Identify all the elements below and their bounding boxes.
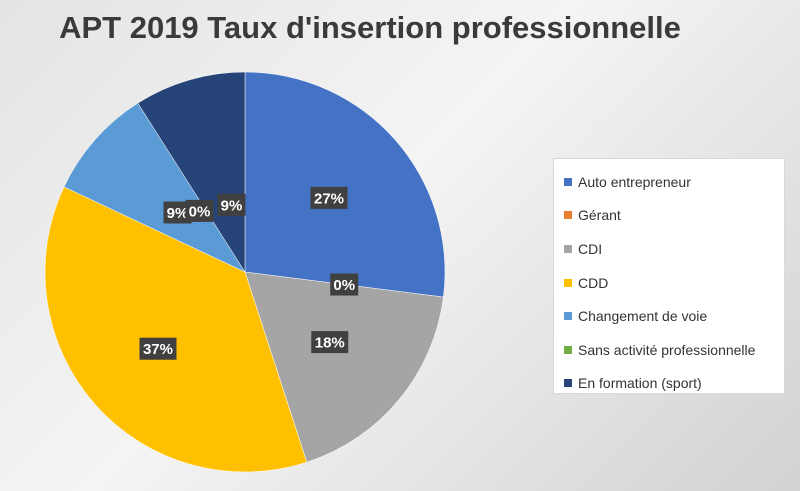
legend-label: Sans activité professionnelle [578, 341, 756, 358]
legend-item-changement-de-voie: Changement de voie [564, 299, 784, 333]
legend-item-en-formation-sport: En formation (sport) [564, 367, 784, 401]
chart-title: APT 2019 Taux d'insertion professionnell… [59, 10, 681, 45]
legend-swatch [564, 312, 572, 321]
pie-slice-en-formation-sport [137, 71, 246, 273]
data-label-box [217, 193, 246, 216]
legend-label: Auto entrepreneur [578, 173, 691, 190]
data-label-text: 27% [314, 190, 344, 207]
data-label-text: 37% [143, 341, 173, 358]
data-label-box [330, 273, 359, 296]
legend-label: Gérant [578, 207, 621, 224]
legend-swatch [564, 278, 572, 287]
data-label-box [311, 331, 349, 354]
data-label-text: 18% [315, 335, 345, 352]
data-label-cdd: 37% [139, 337, 177, 360]
legend-swatch [564, 211, 572, 220]
legend-swatch [564, 244, 572, 253]
data-label-gerant: 0% [330, 273, 359, 296]
legend-item-auto-entrepreneur: Auto entrepreneur [564, 165, 784, 199]
legend-label: En formation (sport) [578, 375, 702, 392]
legend-label: Changement de voie [578, 308, 708, 325]
pie-slice-changement-de-voie [63, 102, 246, 273]
data-label-text: 9% [167, 205, 189, 222]
legend-label: CDI [578, 240, 603, 257]
chart-legend: Auto entrepreneur Gérant CDI CDD Changement … [553, 158, 785, 394]
pie-slices [44, 71, 446, 473]
legend-item-sans-activite-professionnelle: Sans activité professionnelle [564, 333, 784, 367]
legend-swatch [564, 379, 572, 388]
data-label-text: 0% [189, 203, 211, 220]
data-label-en-formation-sport: 9% [217, 193, 246, 216]
pie-slice-auto-entrepreneur [244, 71, 446, 298]
pie-slice-cdd [44, 186, 308, 473]
legend-item-cdi: CDI [564, 232, 784, 266]
data-label-box [163, 201, 192, 224]
legend-label: CDD [578, 274, 609, 291]
data-label-changement-de-voie: 9% [163, 201, 192, 224]
legend-swatch [564, 177, 572, 186]
legend-item-gerant: Gérant [564, 199, 784, 233]
data-label-auto-entrepreneur: 27% [310, 186, 348, 209]
legend-swatch [564, 345, 572, 354]
data-label-text: 0% [333, 277, 355, 294]
data-label-box [139, 337, 177, 360]
data-label-box [310, 186, 348, 209]
legend-item-cdd: CDD [564, 266, 784, 300]
data-label-sans-activite-professionnelle: 0% [185, 199, 214, 222]
data-label-cdi: 18% [311, 331, 349, 354]
pie-slice-cdi [244, 271, 444, 463]
data-label-box [185, 199, 214, 222]
data-label-text: 9% [221, 197, 243, 214]
pie-data-labels: 27%0%18%37%9% 0% 9% [139, 186, 359, 360]
